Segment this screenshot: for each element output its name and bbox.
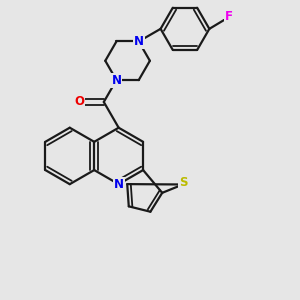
Text: O: O	[74, 95, 84, 109]
Text: N: N	[134, 35, 144, 48]
Text: N: N	[111, 74, 122, 87]
Text: F: F	[225, 11, 233, 23]
Text: N: N	[114, 178, 124, 191]
Text: S: S	[178, 176, 187, 190]
